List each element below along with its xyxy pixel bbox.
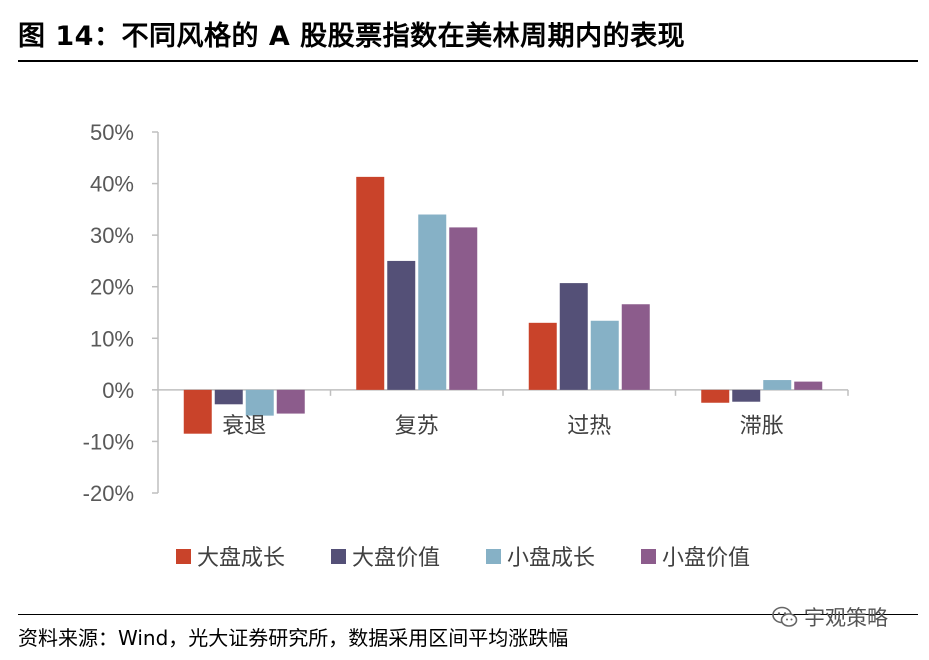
category-label: 复苏 <box>395 414 439 439</box>
legend-label: 大盘成长 <box>197 546 285 571</box>
legend-swatch <box>331 549 346 564</box>
bar <box>418 214 447 390</box>
y-tick-label: -10% <box>83 429 134 454</box>
y-tick-label: 30% <box>90 223 134 248</box>
watermark-text: 宇观策略 <box>804 606 888 630</box>
bar <box>763 380 792 390</box>
bar <box>621 304 650 390</box>
category-label: 滞胀 <box>740 414 784 439</box>
y-tick-label: 50% <box>90 120 134 145</box>
category-label: 过热 <box>567 414 611 439</box>
y-tick-label: -20% <box>83 481 134 506</box>
bar <box>449 227 478 390</box>
chart-axes: 50% 40% 30% 20% 10% 0% -10% -20% <box>83 120 849 506</box>
legend-swatch <box>176 549 191 564</box>
bar <box>183 389 212 434</box>
bar <box>559 283 588 390</box>
legend-label: 小盘成长 <box>507 546 595 571</box>
bar <box>214 389 243 405</box>
y-tick-label: 40% <box>90 172 134 197</box>
category-label: 衰退 <box>222 414 266 439</box>
bar <box>732 389 761 402</box>
legend-swatch <box>486 549 501 564</box>
bar <box>528 322 557 390</box>
source-rule <box>18 614 918 615</box>
chart-bars <box>183 176 823 434</box>
legend-label: 小盘价值 <box>662 546 750 571</box>
bar <box>245 389 274 416</box>
title-rule <box>18 60 918 62</box>
bar <box>387 260 416 390</box>
category-labels: 衰退 复苏 过热 滞胀 <box>222 414 784 439</box>
bar <box>590 320 619 390</box>
legend-swatch <box>641 549 656 564</box>
y-tick-label: 0% <box>102 378 134 403</box>
bar-chart: 50%40%30%20%10%0%-10%-20% 衰退 复苏 过热 滞胀 大盘成长大… <box>83 120 849 571</box>
bar <box>276 389 305 414</box>
bar <box>701 389 730 403</box>
source-note: 资料来源：Wind，光大证券研究所，数据采用区间平均涨跌幅 <box>18 626 569 650</box>
bar <box>794 381 823 390</box>
wechat-icon <box>772 606 798 627</box>
chart-title: 图 14：不同风格的 A 股股票指数在美林周期内的表现 <box>18 21 686 52</box>
y-tick-label: 10% <box>90 326 134 351</box>
bar <box>356 176 385 390</box>
chart-legend: 大盘成长 大盘价值 小盘成长 小盘价值 <box>176 546 750 571</box>
legend-label: 大盘价值 <box>352 546 440 571</box>
y-tick-label: 20% <box>90 275 134 300</box>
watermark: 宇观策略 <box>772 602 888 632</box>
